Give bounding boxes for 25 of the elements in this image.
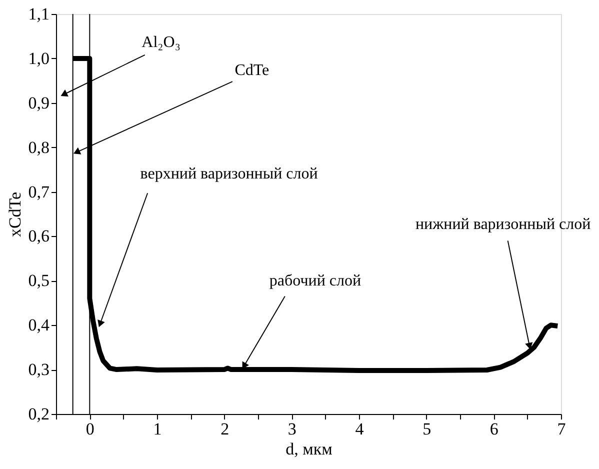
annotation: Al₂O₃: [142, 34, 180, 51]
x-tick-label: 5: [422, 420, 432, 438]
annotation: нижний варизонный слой: [416, 216, 592, 233]
y-tick-label: 1,1: [28, 4, 50, 24]
annotation: CdTe: [234, 62, 270, 79]
annotation: рабочий слой: [269, 272, 362, 290]
x-tick-label: 1: [153, 420, 162, 438]
y-tick-label: 0,8: [28, 138, 50, 157]
x-tick-label: 4: [355, 420, 364, 438]
y-tick-label: 0,2: [28, 404, 50, 424]
x-tick-label: 0: [86, 420, 94, 438]
y-tick-label: 0,4: [28, 316, 50, 335]
y-tick-label: 0,3: [28, 360, 50, 380]
annotation: верхний варизонный слой: [140, 166, 318, 183]
y-axis-title: xCdTe: [5, 192, 24, 238]
y-tick-label: 0,7: [28, 182, 50, 202]
x-tick-label: 6: [490, 420, 498, 438]
x-axis-title: d, мкм: [286, 440, 333, 458]
x-tick-label: 2: [220, 420, 230, 438]
y-tick-label: 0,6: [28, 226, 50, 246]
y-tick-label: 1,0: [28, 48, 50, 68]
x-tick-label: 3: [288, 420, 296, 438]
y-tick-label: 0,5: [28, 271, 50, 290]
y-tick-label: 0,9: [28, 93, 50, 112]
x-tick-label: 7: [557, 420, 566, 438]
